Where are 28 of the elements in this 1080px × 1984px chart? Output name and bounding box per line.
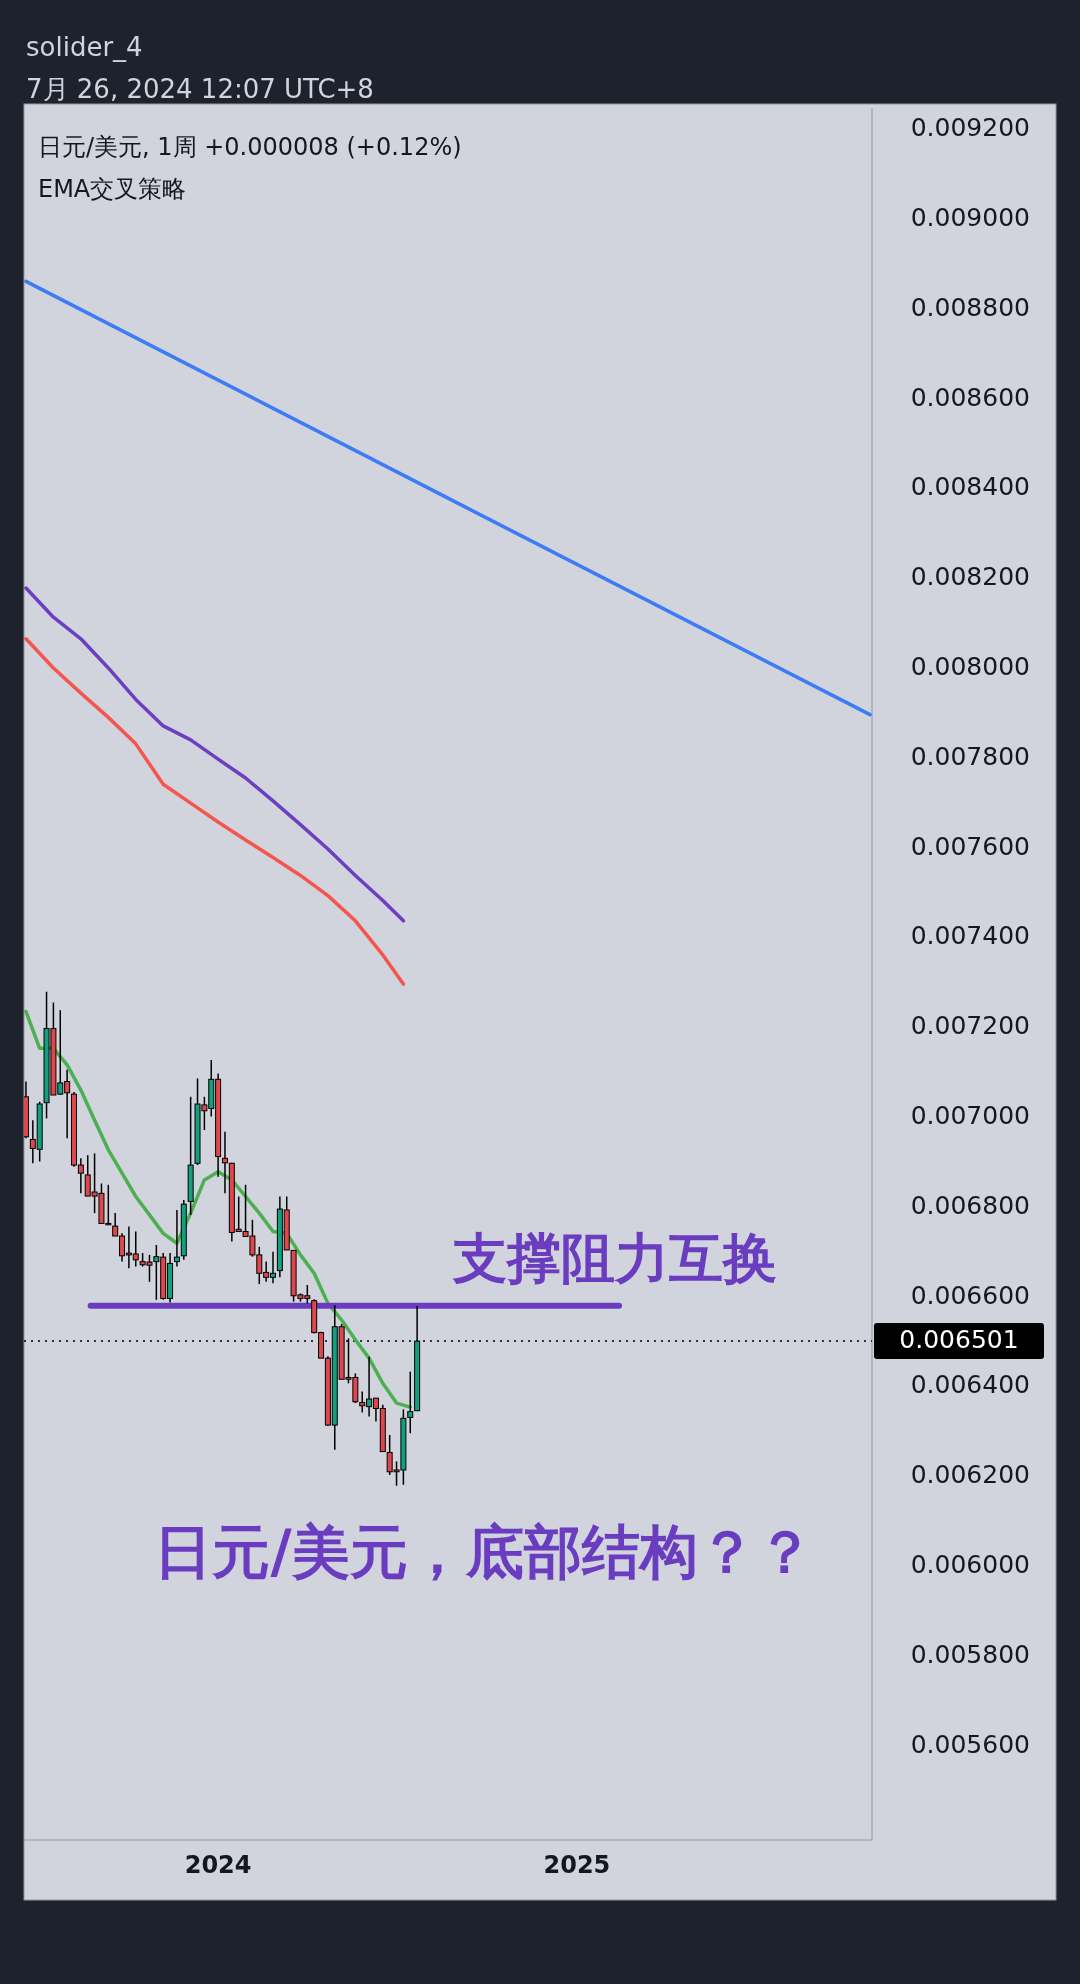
ytick: 0.005600 (910, 1729, 1030, 1759)
annotation: solider_4 (26, 31, 143, 62)
annotation: 7月 26, 2024 12:07 UTC+8 (26, 73, 374, 104)
ytick: 0.008600 (910, 382, 1030, 412)
annotation: 支撑阻力互换 (453, 1226, 777, 1290)
ytick: 0.008000 (910, 651, 1030, 681)
ytick: 0.008400 (910, 472, 1030, 502)
ytick: 0.007400 (910, 921, 1030, 951)
ytick: 0.006600 (910, 1280, 1030, 1310)
ytick: 0.008800 (910, 292, 1030, 322)
ytick: 0.007600 (910, 831, 1030, 861)
ytick: 0.006400 (910, 1370, 1030, 1400)
ytick: 0.006200 (910, 1460, 1030, 1490)
ytick: 0.009000 (910, 202, 1030, 232)
ref-label: 0.006501 (899, 1325, 1019, 1355)
xtick: 2025 (543, 1851, 611, 1879)
ytick: 0.006000 (910, 1550, 1030, 1580)
xtick: 2024 (184, 1851, 252, 1879)
title: 日元/美元, 1周 +0.000008 (+0.12%) (38, 133, 462, 161)
ytick: 0.008200 (910, 562, 1030, 592)
ytick: 0.009200 (910, 113, 1030, 143)
subtitle: EMA交叉策略 (38, 175, 187, 203)
annotation: 日元/美元，底部结构？？ (154, 1518, 814, 1587)
ytick: 0.006800 (910, 1190, 1030, 1220)
ytick: 0.007000 (910, 1101, 1030, 1130)
ytick: 0.005800 (910, 1639, 1030, 1669)
ytick: 0.007200 (910, 1011, 1030, 1041)
ytick: 0.007800 (910, 741, 1030, 771)
